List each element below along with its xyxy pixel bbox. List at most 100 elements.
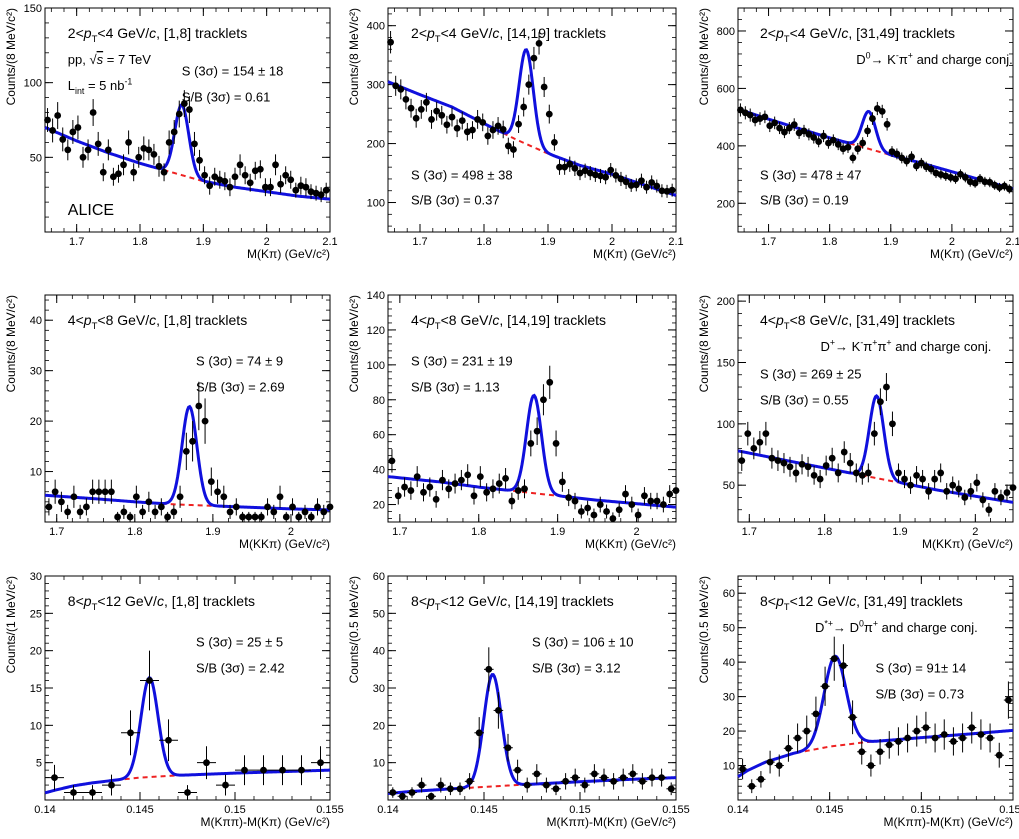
data-point [282, 513, 290, 521]
data-point [439, 476, 446, 484]
data-point [607, 166, 615, 174]
data-point [810, 471, 818, 479]
data-point [257, 513, 265, 521]
data-point [458, 117, 466, 124]
total-fit-curve [387, 673, 677, 796]
y-tick-label: 400 [367, 21, 385, 33]
text-segment: c [841, 25, 848, 41]
data-point [130, 168, 138, 176]
data-point [182, 447, 190, 455]
data-point [292, 186, 300, 194]
y-tick-label: 10 [30, 720, 42, 732]
data-point [201, 171, 209, 179]
x-tick-label: 2 [288, 526, 294, 538]
text-segment: S/B (3σ) = 0.73 [876, 686, 965, 701]
x-tick-label: 1.7 [742, 526, 757, 538]
text-segment: 8< [760, 593, 776, 609]
data-point [407, 104, 415, 112]
data-point [256, 165, 264, 173]
data-point [514, 766, 521, 774]
total-fit-curve [44, 676, 331, 795]
y-tick-label: 30 [30, 366, 42, 378]
y-tick-label: 200 [367, 139, 385, 151]
data-point [135, 153, 143, 161]
text-label: 8<pT<12 GeV/c, [14,19] tracklets [411, 593, 614, 613]
data-point [388, 457, 396, 465]
data-point [282, 171, 290, 179]
data-point [302, 183, 310, 191]
data-point [417, 105, 425, 113]
x-tick-label: 2 [633, 526, 639, 538]
plot-frame [387, 294, 677, 523]
data-point [251, 513, 259, 521]
data-point [525, 81, 533, 89]
data-point [876, 398, 884, 406]
text-label: 8<pT<12 GeV/c, [1,8] tracklets [68, 593, 255, 613]
text-segment: π [899, 52, 908, 67]
text-label: D+→ K-π+π+ and charge conj. [821, 338, 992, 354]
data-point [397, 85, 405, 93]
x-axis-title: M(Kππ)-M(Kπ) (GeV/c²) [201, 815, 331, 829]
x-tick-label: 2 [264, 236, 270, 248]
y-tick-label: 40 [30, 315, 42, 327]
data-point [967, 487, 975, 495]
data-point [408, 789, 416, 796]
text-segment: <4 GeV/ [97, 25, 149, 41]
data-point [576, 169, 584, 177]
text-segment: T [784, 321, 790, 332]
data-point [867, 762, 875, 769]
text-segment: = 7 TeV [103, 52, 151, 67]
y-tick-label: 150 [24, 3, 42, 15]
text-segment: 0 [866, 51, 871, 61]
data-point [392, 82, 400, 90]
data-point [653, 497, 661, 505]
data-point [51, 488, 59, 496]
data-point [774, 457, 782, 465]
data-point [883, 383, 890, 391]
text-segment: p [83, 25, 92, 41]
y-tick-label: 300 [367, 80, 385, 92]
data-point [64, 508, 72, 516]
data-point [484, 132, 492, 140]
x-tick-label: 2 [949, 236, 955, 248]
text-label: S (3σ) = 154 ± 18 [182, 64, 284, 79]
text-segment: <12 GeV/ [97, 593, 157, 609]
data-point [768, 454, 776, 462]
data-point [413, 473, 421, 480]
data-point [445, 485, 453, 493]
x-tick-label: 2 [609, 236, 615, 248]
text-segment: , [1,8] tracklets [156, 312, 247, 328]
data-point [320, 508, 328, 516]
text-segment: p [83, 593, 92, 609]
text-segment: S (3σ) = 106 ± 10 [532, 634, 634, 649]
data-point [648, 774, 656, 781]
data-point [494, 122, 502, 130]
data-point [609, 515, 617, 522]
x-tick-label: 1.7 [392, 526, 407, 538]
plot-frame [737, 294, 1014, 523]
data-point [301, 508, 309, 516]
data-point [917, 159, 925, 167]
text-segment: , [1,8] tracklets [156, 25, 247, 41]
data-point [937, 469, 945, 477]
text-label: S/B (3σ) = 2.69 [196, 379, 285, 394]
data-point [389, 789, 397, 796]
data-point [453, 124, 461, 132]
data-point [885, 741, 893, 749]
data-point [470, 492, 478, 500]
data-point [816, 475, 824, 483]
data-point [757, 775, 765, 783]
data-point [226, 183, 234, 191]
text-segment: π [877, 339, 886, 354]
total-fit-curve [387, 393, 677, 509]
data-point [399, 792, 406, 800]
text-segment: *+ [824, 619, 833, 629]
data-point [627, 182, 635, 189]
data-point [387, 38, 394, 46]
data-point [475, 729, 483, 737]
data-point [903, 157, 911, 165]
data-point [438, 111, 446, 119]
data-point [622, 178, 630, 186]
x-tick-label: 2.1 [1005, 236, 1019, 248]
data-point [600, 774, 608, 781]
